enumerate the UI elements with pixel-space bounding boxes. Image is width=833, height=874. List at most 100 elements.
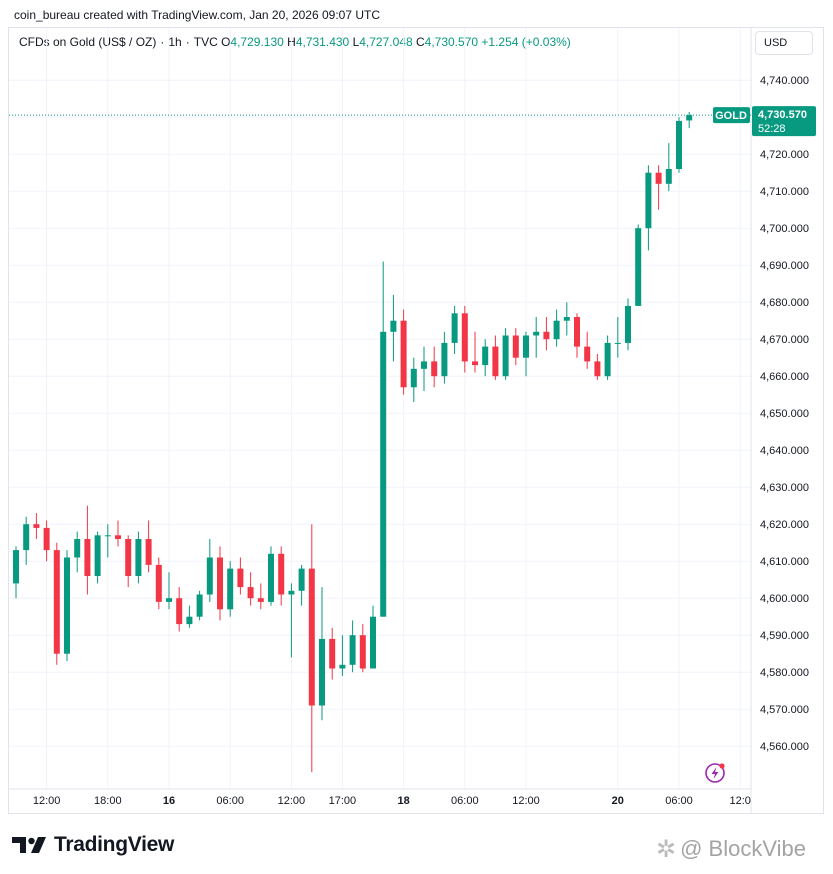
candle[interactable] xyxy=(257,583,264,610)
candle[interactable] xyxy=(400,309,407,395)
candle[interactable] xyxy=(155,557,162,610)
interval[interactable]: 1h xyxy=(168,35,182,49)
candle[interactable] xyxy=(451,305,458,354)
candle[interactable] xyxy=(53,542,60,665)
candle[interactable] xyxy=(614,317,621,358)
candle[interactable] xyxy=(176,587,183,632)
x-tick-label: 06:00 xyxy=(665,795,693,807)
candle[interactable] xyxy=(319,587,325,721)
candle[interactable] xyxy=(472,331,478,373)
candle-body xyxy=(380,331,387,617)
candle[interactable] xyxy=(74,531,81,573)
y-tick-label: 4,610.000 xyxy=(760,556,809,568)
candle-body xyxy=(421,361,427,369)
candle[interactable] xyxy=(84,505,91,595)
candle-body xyxy=(247,587,254,599)
candle-body xyxy=(104,535,111,537)
candle[interactable] xyxy=(115,520,121,547)
candle[interactable] xyxy=(380,261,387,617)
candle[interactable] xyxy=(237,557,244,595)
candle[interactable] xyxy=(33,513,40,539)
candle[interactable] xyxy=(13,546,19,599)
x-tick-label: 17:00 xyxy=(329,795,357,807)
watermark: ✲ @ BlockVibe xyxy=(656,836,806,863)
candle[interactable] xyxy=(421,346,427,391)
candle[interactable] xyxy=(502,328,509,380)
open-label: O xyxy=(221,35,231,49)
candle[interactable] xyxy=(43,520,50,562)
candle[interactable] xyxy=(604,335,611,380)
symbol-name[interactable]: CFDs on Gold (US$ / OZ) xyxy=(19,35,157,49)
candle[interactable] xyxy=(482,339,489,377)
candle[interactable] xyxy=(135,531,142,584)
candle[interactable] xyxy=(308,524,315,773)
candle[interactable] xyxy=(665,143,672,192)
candle[interactable] xyxy=(217,546,223,621)
watermark-text: @ BlockVibe xyxy=(680,836,806,861)
candle-body xyxy=(155,564,162,602)
candle[interactable] xyxy=(461,305,468,373)
candle[interactable] xyxy=(390,294,397,362)
candle[interactable] xyxy=(329,627,336,680)
candle[interactable] xyxy=(23,516,30,565)
close-label: C xyxy=(415,35,425,49)
y-tick-label: 4,620.000 xyxy=(760,519,809,531)
candle[interactable] xyxy=(676,117,682,173)
candle[interactable] xyxy=(186,605,193,628)
candle[interactable] xyxy=(635,224,642,306)
source: TVC xyxy=(193,35,218,49)
candle-body xyxy=(94,535,101,576)
candle[interactable] xyxy=(125,535,132,588)
candle[interactable] xyxy=(584,331,591,369)
tradingview-logo[interactable]: TradingView xyxy=(12,833,174,857)
currency-button[interactable]: USD xyxy=(755,31,813,55)
candle[interactable] xyxy=(94,531,101,584)
candle[interactable] xyxy=(492,335,499,380)
candle[interactable] xyxy=(512,328,519,366)
candle[interactable] xyxy=(298,564,305,606)
candle[interactable] xyxy=(410,357,417,403)
candle[interactable] xyxy=(166,572,172,610)
candle-body xyxy=(614,342,621,344)
candle[interactable] xyxy=(533,317,540,358)
x-tick-label: 06:00 xyxy=(451,795,479,807)
candle[interactable] xyxy=(64,550,70,662)
candle[interactable] xyxy=(431,346,438,388)
candle[interactable] xyxy=(268,546,274,606)
candle[interactable] xyxy=(339,635,346,676)
candle[interactable] xyxy=(227,561,234,617)
candle-body xyxy=(359,635,366,669)
candle-body xyxy=(64,557,70,654)
candle-body xyxy=(339,664,346,669)
candle[interactable] xyxy=(278,546,285,606)
candle[interactable] xyxy=(441,331,448,384)
candle-body xyxy=(74,539,81,558)
candle[interactable] xyxy=(594,354,601,380)
y-tick-label: 4,630.000 xyxy=(760,482,809,494)
candle[interactable] xyxy=(645,165,652,251)
candle[interactable] xyxy=(145,520,152,573)
candle[interactable] xyxy=(349,620,356,673)
candle[interactable] xyxy=(196,590,203,621)
candle[interactable] xyxy=(206,539,213,602)
open-value: 4,729.130 xyxy=(230,35,284,49)
candle[interactable] xyxy=(288,583,295,658)
candle-body xyxy=(625,305,631,343)
candle[interactable] xyxy=(247,572,254,606)
candle[interactable] xyxy=(543,317,550,351)
candle[interactable] xyxy=(553,309,560,347)
candle[interactable] xyxy=(104,524,111,558)
candle[interactable] xyxy=(625,298,631,351)
candle[interactable] xyxy=(370,605,376,669)
y-tick-label: 4,720.000 xyxy=(760,149,809,161)
lightning-icon[interactable] xyxy=(705,763,725,783)
candle[interactable] xyxy=(523,331,529,377)
candle-body xyxy=(125,539,132,576)
candle[interactable] xyxy=(686,111,693,129)
candle[interactable] xyxy=(574,313,580,358)
candle[interactable] xyxy=(655,165,662,210)
candle-body xyxy=(451,313,458,343)
candle[interactable] xyxy=(563,302,570,336)
candle[interactable] xyxy=(359,624,366,673)
